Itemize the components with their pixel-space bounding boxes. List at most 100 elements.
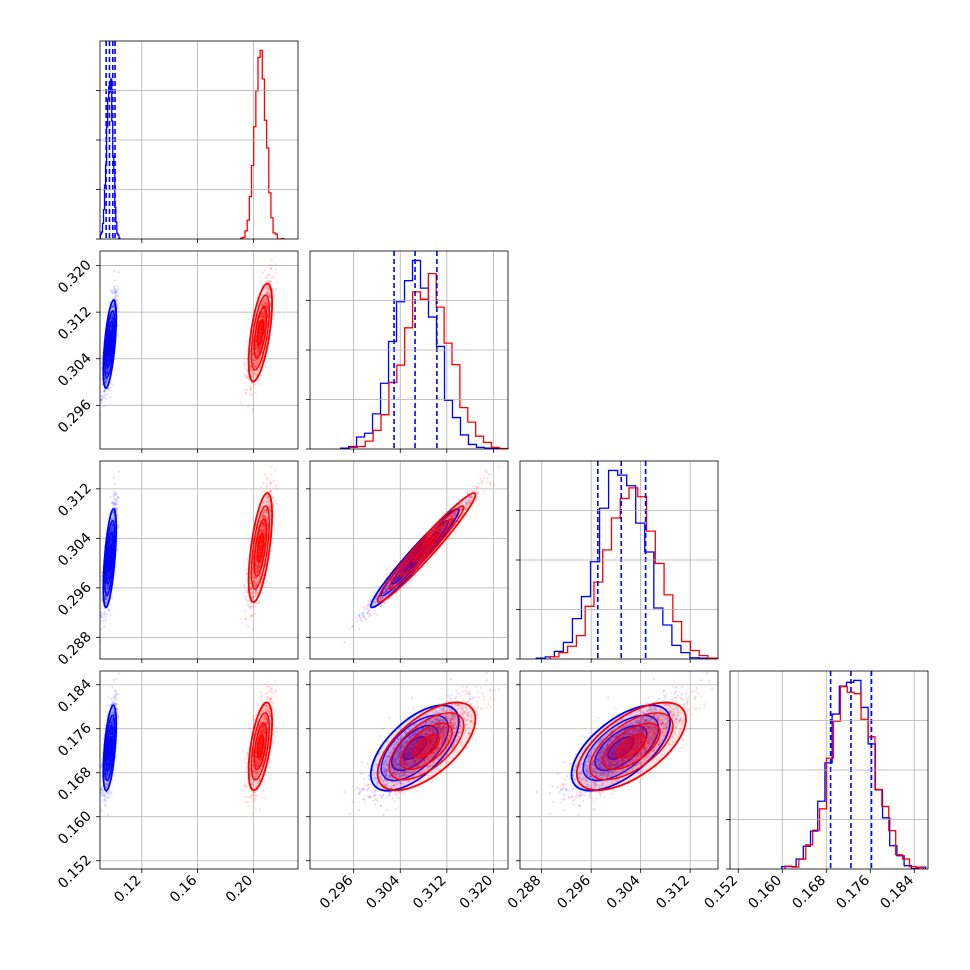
sample-point <box>103 612 106 615</box>
sample-point <box>246 389 249 392</box>
sample-point <box>266 293 270 296</box>
sample-point <box>264 301 268 305</box>
sample-point <box>103 610 106 614</box>
sample-point <box>265 292 268 295</box>
sample-point <box>110 318 113 321</box>
sample-point <box>107 355 110 359</box>
sample-point <box>266 273 269 276</box>
sample-point <box>109 329 112 333</box>
sample-point <box>266 305 269 309</box>
sample-point <box>110 325 113 329</box>
sample-point <box>258 331 262 334</box>
sample-point <box>100 398 103 401</box>
sample-point <box>263 320 266 323</box>
panel-0-0 <box>96 40 299 243</box>
sample-point <box>263 314 266 317</box>
sample-point <box>116 303 119 306</box>
sample-point <box>269 280 272 284</box>
sample-point <box>259 336 262 339</box>
sample-point <box>262 316 265 319</box>
sample-point <box>266 291 269 295</box>
sample-point <box>109 613 112 616</box>
sample-point <box>261 304 264 307</box>
sample-point <box>257 339 260 342</box>
sample-point <box>263 312 267 315</box>
sample-point <box>261 314 264 317</box>
sample-point <box>267 291 270 295</box>
sample-point <box>262 315 265 318</box>
sample-point <box>274 263 277 266</box>
sample-point <box>263 316 267 320</box>
sample-point <box>256 351 259 354</box>
sample-point <box>105 587 109 591</box>
sample-point <box>252 362 255 366</box>
sample-point <box>105 378 108 381</box>
sample-point <box>104 598 107 601</box>
sample-point <box>109 325 113 328</box>
contour-red <box>247 282 273 383</box>
sample-point <box>255 358 259 361</box>
sample-point <box>263 320 267 324</box>
sample-point <box>257 351 260 355</box>
sample-point <box>244 388 247 392</box>
sample-point <box>268 274 271 277</box>
sample-point <box>249 388 253 391</box>
sample-point <box>109 328 112 332</box>
sample-point <box>106 372 109 375</box>
sample-point <box>255 360 258 363</box>
sample-point <box>109 330 113 333</box>
sample-point <box>260 305 264 308</box>
sample-point <box>256 348 260 351</box>
sample-point <box>107 357 111 360</box>
sample-point <box>111 522 114 526</box>
sample-point <box>257 346 260 349</box>
sample-point <box>112 305 115 308</box>
sample-point <box>270 473 273 476</box>
sample-point <box>106 358 109 361</box>
sample-point <box>110 325 113 328</box>
sample-point <box>255 372 258 375</box>
sample-point <box>254 341 257 344</box>
sample-point <box>105 370 108 374</box>
sample-point <box>107 573 110 577</box>
sample-point <box>266 308 270 311</box>
sample-point <box>105 378 108 381</box>
sample-point <box>250 372 254 375</box>
sample-point <box>258 336 261 340</box>
sample-point <box>104 384 107 387</box>
sample-point <box>110 529 113 532</box>
sample-point <box>105 369 108 373</box>
sample-point <box>111 315 114 319</box>
sample-point <box>259 331 262 334</box>
sample-point <box>104 596 107 599</box>
sample-point <box>100 398 102 401</box>
sample-point <box>257 346 260 349</box>
sample-point <box>115 295 118 298</box>
sample-point <box>253 373 256 376</box>
sample-point <box>265 305 269 308</box>
sample-point <box>250 393 254 396</box>
sample-point <box>106 607 109 611</box>
sample-point <box>254 362 258 365</box>
sample-point <box>111 315 114 318</box>
sample-point <box>109 328 112 331</box>
sample-point <box>104 602 107 605</box>
sample-point <box>102 619 105 623</box>
sample-point <box>108 301 111 304</box>
sample-point <box>260 315 263 319</box>
sample-point <box>109 326 113 329</box>
sample-point <box>110 316 113 319</box>
sample-point <box>246 600 249 603</box>
sample-point <box>105 383 108 386</box>
sample-point <box>258 336 261 339</box>
sample-point <box>265 305 269 309</box>
sample-point <box>112 476 116 479</box>
sample-point <box>111 527 114 530</box>
sample-point <box>105 380 108 383</box>
sample-point <box>260 328 263 331</box>
sample-point <box>112 286 115 289</box>
sample-point <box>257 348 260 351</box>
sample-point <box>257 346 260 349</box>
sample-point <box>116 307 119 310</box>
sample-point <box>106 584 109 587</box>
